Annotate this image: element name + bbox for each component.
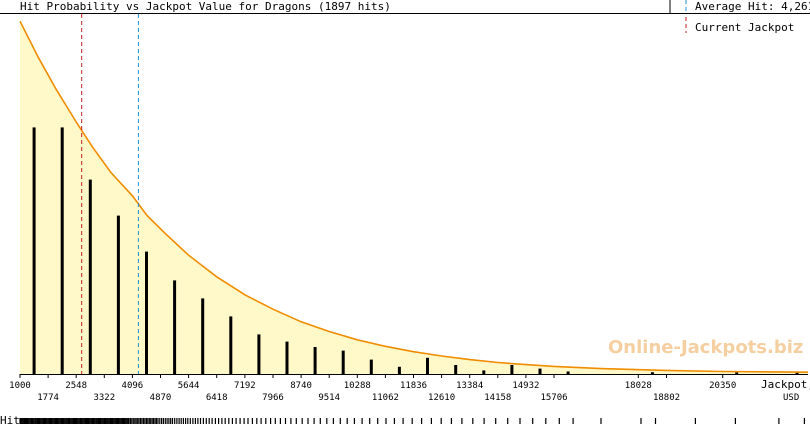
x-tick-label-lower-8: 14158 <box>484 393 511 403</box>
x-tick-label-lower-2: 4870 <box>150 393 172 403</box>
x-tick-label-upper-6: 10288 <box>344 381 371 391</box>
x-tick-label-lower-4: 7966 <box>262 393 284 403</box>
distribution-curve <box>19 20 809 373</box>
distribution-area <box>20 21 808 374</box>
hits-rug <box>19 418 806 424</box>
bar-18 <box>538 368 542 374</box>
x-tick-label-upper-4: 7192 <box>234 381 256 391</box>
bar-4 <box>145 251 148 374</box>
x-tick-label-lower-7: 12610 <box>428 393 455 403</box>
bar-21 <box>735 372 739 374</box>
x-tick-label-upper-2: 4096 <box>122 381 144 391</box>
current-jackpot-label: Current Jackpot <box>695 21 794 34</box>
bar-6 <box>201 298 205 374</box>
bar-5 <box>173 280 177 374</box>
x-tick-label-lower-6: 11062 <box>372 393 399 403</box>
x-tick-label-lower-0: 1774 <box>37 393 59 403</box>
bar-14 <box>426 357 429 374</box>
x-tick-label-lower-9: 15706 <box>540 393 567 403</box>
x-axis-label-line1: Jackpot, <box>761 378 810 391</box>
x-tick-label-lower-3: 6418 <box>206 393 228 403</box>
bars-layer <box>32 127 799 375</box>
bar-10 <box>313 347 317 374</box>
bar-1 <box>60 127 64 375</box>
watermark: Online-Jackpots.biz <box>608 337 803 358</box>
bar-19 <box>566 371 570 374</box>
x-tick-label-upper-5: 8740 <box>290 381 312 391</box>
bar-0 <box>32 127 36 375</box>
bar-2 <box>88 179 92 374</box>
bar-13 <box>397 366 401 374</box>
x-tick-label-upper-1: 2548 <box>65 381 87 391</box>
average-hit-label: Average Hit: 4,261 <box>695 0 810 13</box>
x-tick-label-upper-8: 13384 <box>456 381 483 391</box>
x-tick-label-upper-3: 5644 <box>178 381 200 391</box>
x-tick-label-upper-7: 11836 <box>400 381 427 391</box>
bar-8 <box>257 334 261 374</box>
bar-7 <box>229 316 233 374</box>
bar-3 <box>116 215 120 374</box>
x-tick-label-upper-10: 18028 <box>625 381 652 391</box>
hits-label: Hits <box>0 414 27 425</box>
x-axis-label-line2: USD <box>783 393 799 403</box>
x-tick-label-upper-0: 1000 <box>9 381 31 391</box>
x-tick-label-lower-1: 3322 <box>93 393 115 403</box>
bar-16 <box>482 370 486 374</box>
bar-9 <box>285 341 289 374</box>
bar-12 <box>369 359 373 374</box>
bar-17 <box>510 365 514 374</box>
bar-20 <box>650 372 654 374</box>
bar-15 <box>454 365 458 374</box>
x-axis-ticks: 1000 2548 4096 5644 7192 8740 10288 11836 13384 1… <box>9 374 736 403</box>
bar-22 <box>795 372 799 374</box>
x-tick-label-upper-9: 14932 <box>512 381 539 391</box>
chart-title: Hit Probability vs Jackpot Value for Dra… <box>20 0 391 13</box>
x-tick-label-lower-5: 9514 <box>318 393 340 403</box>
x-tick-label-lower-10: 18802 <box>653 393 680 403</box>
x-tick-label-upper-11: 20350 <box>709 381 736 391</box>
bar-11 <box>341 350 345 374</box>
